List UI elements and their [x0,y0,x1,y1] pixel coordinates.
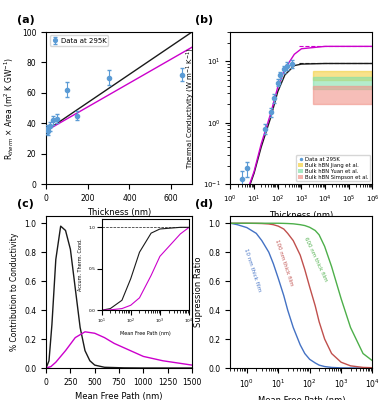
Legend: Data at 295K: Data at 295K [50,36,109,46]
Text: (c): (c) [17,199,34,209]
Text: 100 nm thick film: 100 nm thick film [274,238,294,286]
Bar [313,71,372,80]
Bar [313,77,372,89]
Y-axis label: Supression Ratio: Supression Ratio [194,257,203,327]
X-axis label: Thickness (nm): Thickness (nm) [87,208,151,217]
X-axis label: Thickness (nm): Thickness (nm) [269,210,334,220]
Text: (b): (b) [195,15,213,25]
Y-axis label: Thermal Conductivity (W m$^{-1}$ K$^{-1}$): Thermal Conductivity (W m$^{-1}$ K$^{-1}… [185,47,197,169]
Y-axis label: R$_{therm}$ × Area (m$^2$ K GW$^{-1}$): R$_{therm}$ × Area (m$^2$ K GW$^{-1}$) [2,56,16,160]
Text: (d): (d) [195,199,213,209]
Bar [313,86,372,104]
Text: 10 nm thick film: 10 nm thick film [243,247,262,292]
Text: (a): (a) [17,15,35,25]
X-axis label: Mean Free Path (nm): Mean Free Path (nm) [258,396,345,400]
Text: 600 nm thick film: 600 nm thick film [303,236,328,282]
X-axis label: Mean Free Path (nm): Mean Free Path (nm) [75,392,163,400]
Legend: Data at 295K, Bulk hBN Jiang et al., Bulk hBN Yuan et al., Bulk hBN Simpson et a: Data at 295K, Bulk hBN Jiang et al., Bul… [296,155,370,181]
Y-axis label: % Contribution to Conductivity: % Contribution to Conductivity [10,233,19,351]
